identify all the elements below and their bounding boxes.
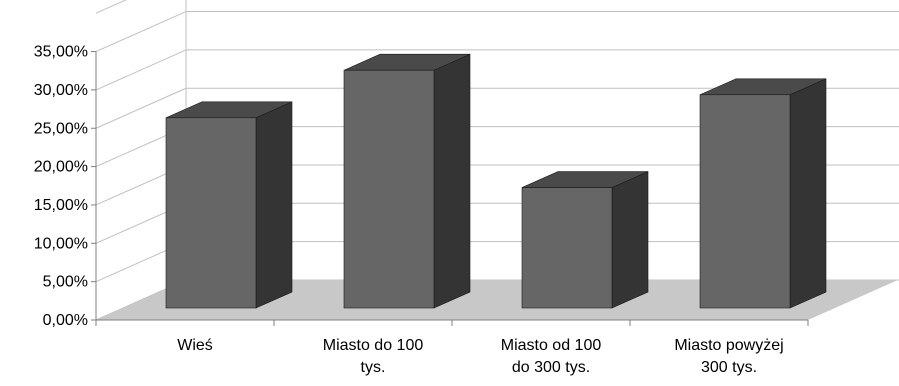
bar-front-face — [521, 187, 613, 309]
gridline-side — [95, 11, 187, 53]
axes — [91, 51, 809, 326]
gridline-side — [95, 87, 187, 129]
bar-front-face — [165, 117, 257, 309]
x-tick-label: Miasto od 100 do 300 tys. — [501, 337, 602, 376]
x-tick-label: Miasto do 100 tys. — [323, 337, 424, 376]
bar-side-face — [789, 78, 827, 309]
y-tick-labels: 0,00% 5,00% 10,00% 15,00% 20,00% 25,00% 30,00%… — [34, 44, 88, 329]
bar-side-face — [611, 171, 649, 309]
bar-side-face — [433, 53, 471, 309]
x-tick-label: Miasto powyżej 300 tys. — [674, 337, 783, 376]
gridline-side — [95, 49, 187, 91]
y-tick-label: 15,00% — [34, 197, 88, 214]
bar — [521, 171, 649, 309]
y-tick-label: 20,00% — [34, 159, 88, 176]
bar-front-face — [699, 94, 791, 309]
bar-side-face — [255, 101, 293, 309]
bar — [699, 78, 827, 309]
chart-floor — [96, 280, 898, 320]
bar — [165, 101, 293, 309]
y-tick-label: 5,00% — [43, 274, 88, 291]
x-tick-labels: Wieś Miasto do 100 tys. Miasto od 100 do 300… — [177, 337, 783, 376]
y-tick-label: 0,00% — [43, 312, 88, 329]
y-tick-label: 30,00% — [34, 82, 88, 99]
y-tick-label: 25,00% — [34, 120, 88, 137]
bars — [165, 53, 827, 309]
bar-front-face — [343, 69, 435, 309]
x-tick-label: Wieś — [177, 337, 213, 354]
floor-plane — [96, 280, 898, 320]
y-tick-label: 10,00% — [34, 235, 88, 252]
y-tick-label: 35,00% — [34, 44, 88, 61]
bar — [343, 53, 471, 309]
gridline-side — [95, 0, 127, 14]
